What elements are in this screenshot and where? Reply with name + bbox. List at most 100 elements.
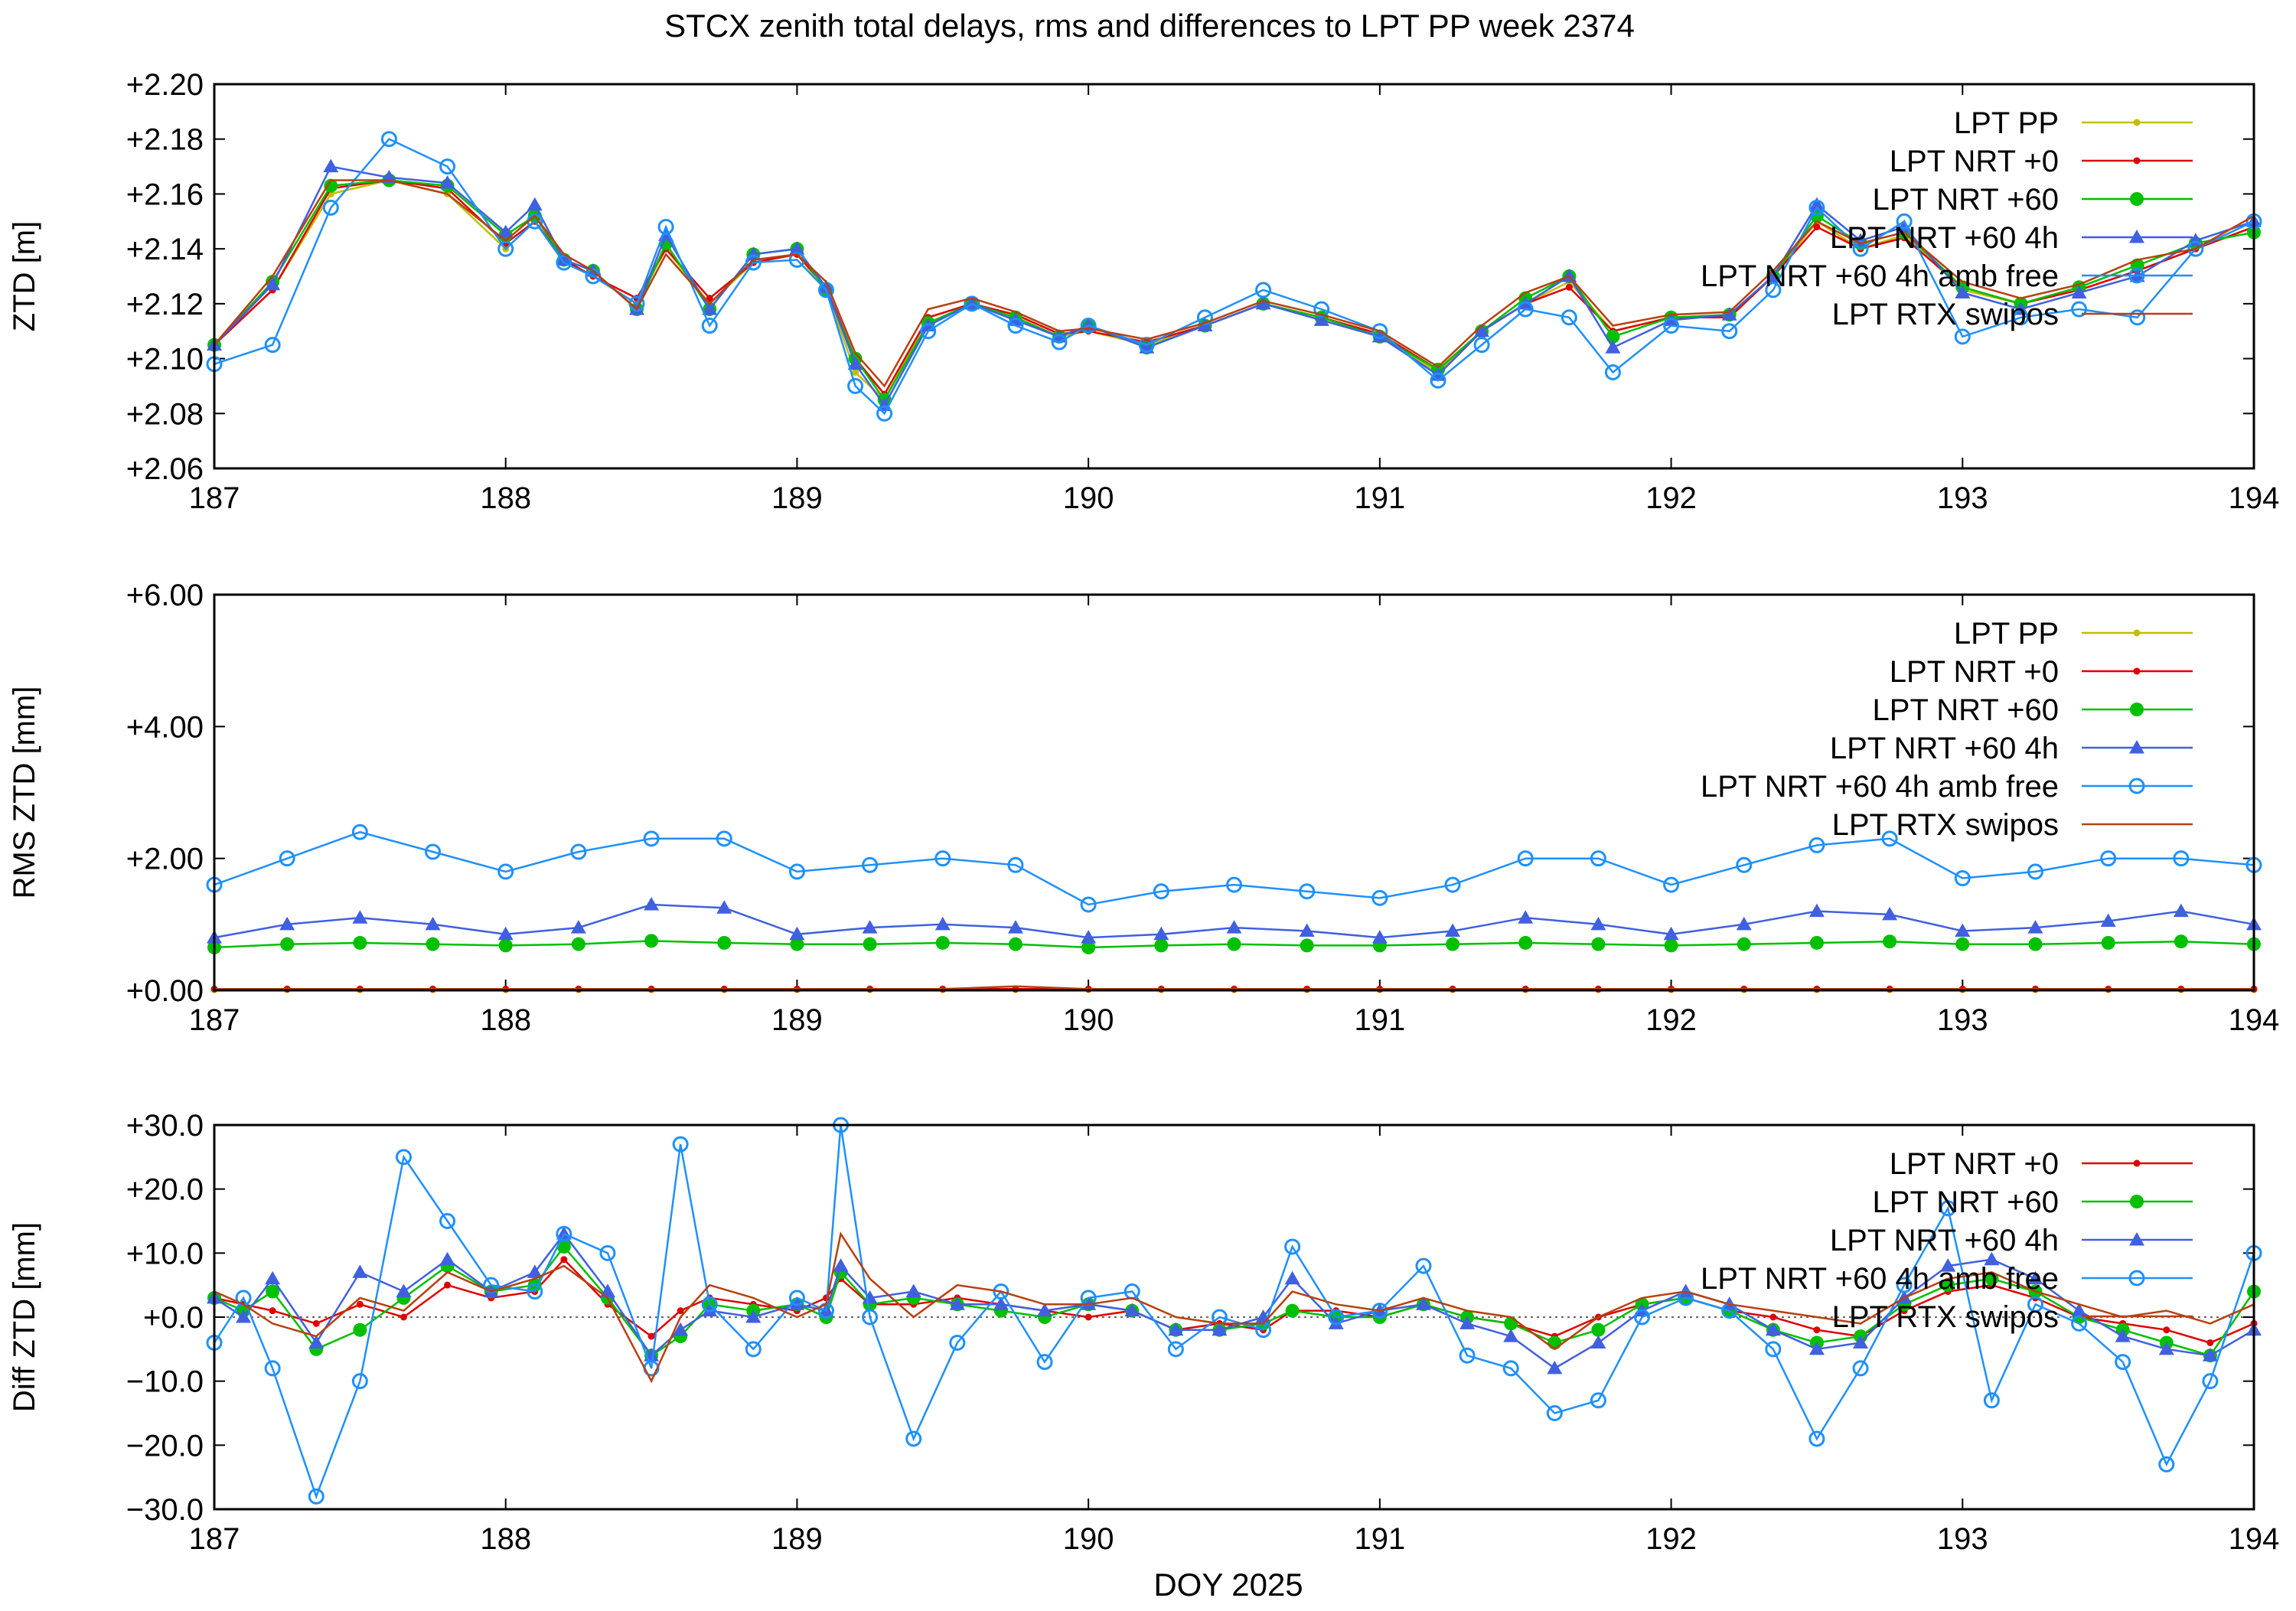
data-point — [1663, 876, 1680, 893]
data-point — [2027, 1296, 2043, 1313]
series-line — [214, 179, 2255, 388]
data-point — [265, 276, 281, 291]
data-point — [556, 252, 572, 266]
data-point — [1808, 1430, 1825, 1447]
data-point — [1852, 1360, 1869, 1377]
data-point — [643, 830, 660, 847]
legend-marker — [2130, 192, 2144, 206]
data-point — [1007, 318, 1024, 334]
series-lpt-rtx-swipos — [214, 179, 2255, 388]
x-tick-label: 188 — [480, 1003, 531, 1037]
x-tick-label: 187 — [189, 1522, 240, 1556]
data-point — [789, 1296, 805, 1310]
data-point — [1036, 1354, 1053, 1371]
data-point — [862, 856, 879, 873]
data-point — [2206, 1339, 2214, 1346]
data-point — [1415, 1257, 1432, 1274]
data-point — [1124, 1303, 1140, 1317]
data-point — [1590, 1335, 1606, 1348]
data-point — [949, 1334, 966, 1351]
data-point — [1765, 282, 1782, 298]
legend-marker — [2133, 157, 2141, 165]
chart-panel-1: +2.06 +2.08 +2.10 +2.12 +2.14 +2.16 +2.18 +2.20… — [8, 68, 2279, 515]
legend-marker — [2129, 1232, 2144, 1246]
data-point — [498, 938, 513, 953]
data-point — [1226, 920, 1242, 934]
data-point — [570, 843, 587, 860]
data-point — [993, 1296, 1009, 1310]
legend-marker — [2129, 740, 2144, 754]
data-point — [1813, 223, 1821, 230]
series-lpt-nrt-60 — [207, 934, 2261, 954]
data-point — [352, 1264, 368, 1278]
y-tick-label: −30.0 — [126, 1493, 204, 1527]
data-point — [2071, 1315, 2088, 1332]
data-point — [2071, 1303, 2087, 1317]
data-point — [1896, 213, 1913, 230]
data-point — [1080, 896, 1097, 913]
data-point — [1765, 1341, 1782, 1358]
data-point — [1008, 937, 1022, 951]
data-point — [745, 1309, 762, 1323]
data-point — [1138, 337, 1155, 354]
legend-label: LPT NRT +60 4h — [1830, 221, 2059, 255]
data-point — [1196, 309, 1213, 326]
data-point — [788, 1290, 805, 1306]
data-point — [1227, 937, 1241, 951]
data-point — [527, 197, 543, 211]
data-point — [380, 131, 397, 148]
data-point — [1226, 876, 1242, 893]
data-point — [599, 1244, 616, 1261]
data-point — [702, 302, 718, 315]
x-tick-label: 194 — [2229, 1522, 2280, 1556]
data-point — [1561, 309, 1577, 326]
data-point — [1154, 938, 1169, 953]
data-point — [560, 1256, 568, 1264]
data-point — [1881, 830, 1898, 847]
data-point — [279, 850, 295, 867]
data-point — [833, 1258, 849, 1272]
y-tick-label: +2.14 — [126, 233, 204, 266]
data-point — [964, 295, 980, 312]
data-point — [425, 916, 441, 931]
data-point — [876, 405, 893, 422]
data-point — [1300, 938, 1314, 953]
data-point — [1504, 1316, 1518, 1331]
data-point — [323, 158, 339, 173]
y-tick-label: +2.12 — [126, 288, 204, 321]
data-point — [1765, 1322, 1781, 1336]
data-point — [1808, 903, 1825, 918]
x-tick-label: 190 — [1063, 481, 1114, 515]
data-point — [657, 218, 674, 235]
legend: LPT PP LPT NRT +0 LPT NRT +60 LPT NRT +60 4… — [1701, 617, 2193, 842]
data-point — [2071, 301, 2088, 318]
data-point — [2158, 1456, 2175, 1472]
data-point — [862, 920, 878, 934]
data-point — [556, 1225, 572, 1242]
data-point — [2100, 913, 2116, 928]
data-point — [1896, 1277, 1913, 1293]
data-point — [1084, 1313, 1092, 1321]
x-tick-label: 191 — [1354, 481, 1405, 515]
data-point — [426, 937, 440, 951]
series-lpt-nrt-60-4h-amb-free — [206, 131, 2262, 422]
data-point — [706, 295, 713, 302]
plot-frame — [213, 1123, 2255, 1511]
data-point — [1459, 1316, 1476, 1329]
data-point — [1518, 935, 1533, 950]
y-tick-label: +2.18 — [126, 123, 204, 157]
data-point — [527, 1283, 543, 1300]
data-point — [673, 1322, 689, 1336]
data-point — [439, 158, 456, 175]
data-point — [1081, 930, 1097, 944]
data-point — [1473, 337, 1490, 354]
plot-frame — [213, 83, 2255, 470]
data-point — [1808, 1341, 1825, 1355]
data-point — [905, 1430, 922, 1447]
data-point — [949, 1296, 965, 1310]
legend-label: LPT NRT +60 4h — [1830, 1224, 2059, 1257]
data-point — [1007, 856, 1024, 873]
data-point — [1808, 199, 1825, 216]
data-point — [2202, 1373, 2219, 1390]
data-point — [1284, 1238, 1301, 1255]
